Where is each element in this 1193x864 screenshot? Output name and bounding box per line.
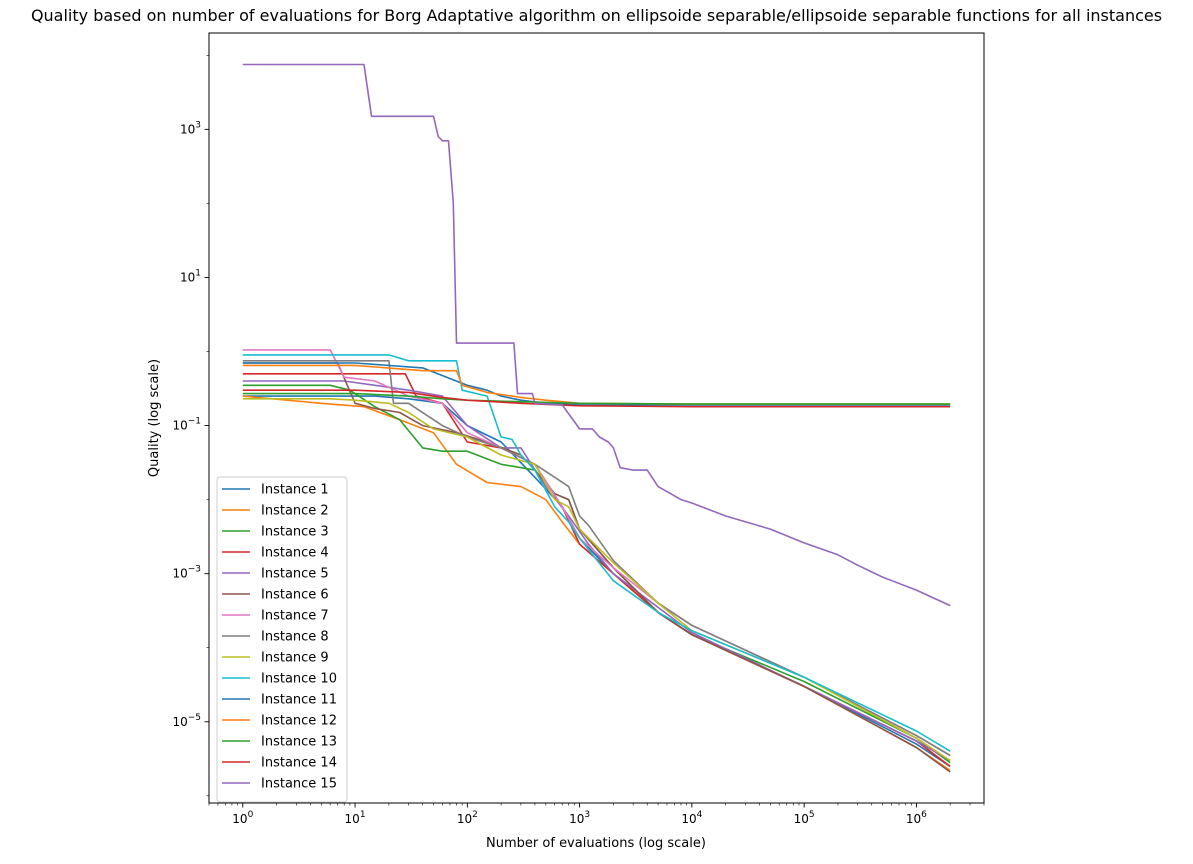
- legend-label-11: Instance 11: [261, 693, 337, 708]
- series-line-10: [242, 354, 951, 752]
- x-axis: 100 101 102 103 104 105 106: [208, 803, 985, 826]
- legend-label-13: Instance 13: [261, 735, 337, 750]
- y-tick-label: 10−5: [172, 713, 201, 729]
- legend-label-7: Instance 7: [261, 609, 329, 624]
- series-line-7: [242, 349, 951, 757]
- y-tick-label: 10−1: [172, 417, 201, 433]
- series-line-1: [242, 395, 951, 768]
- x-tick-label: 106: [906, 810, 927, 826]
- series-line-6: [242, 362, 951, 773]
- series-line-14: [242, 389, 951, 408]
- x-tick-label: 103: [569, 810, 590, 826]
- legend-label-10: Instance 10: [261, 672, 337, 687]
- series-line-11: [242, 362, 951, 406]
- y-tick-label: 103: [180, 120, 201, 136]
- legend-label-5: Instance 5: [261, 567, 329, 582]
- x-tick-label: 104: [681, 810, 702, 826]
- x-tick-label: 102: [457, 810, 478, 826]
- x-axis-label: Number of evaluations (log scale): [486, 836, 706, 851]
- y-tick-label: 10−3: [172, 565, 201, 581]
- legend-label-4: Instance 4: [261, 546, 329, 561]
- series-line-12: [242, 364, 951, 405]
- chart-title: Quality based on number of evaluations f…: [30, 6, 1163, 25]
- x-tick-label: 101: [345, 810, 366, 826]
- legend-label-14: Instance 14: [261, 756, 337, 771]
- legend: Instance 1 Instance 2 Instance 3 Instance 4…: [216, 476, 348, 803]
- legend-label-6: Instance 6: [261, 588, 329, 603]
- series-layer: [242, 63, 951, 773]
- legend-label-8: Instance 8: [261, 630, 329, 645]
- series-line-15: [242, 63, 951, 607]
- y-axis-label: Quality (log scale): [147, 359, 162, 477]
- y-tick-label: 101: [180, 268, 201, 284]
- legend-label-12: Instance 12: [261, 714, 337, 729]
- series-line-5: [242, 380, 951, 762]
- plot-area-frame: [208, 32, 985, 804]
- series-line-13: [242, 392, 951, 405]
- legend-label-1: Instance 1: [261, 483, 329, 498]
- legend-label-9: Instance 9: [261, 651, 329, 666]
- legend-label-2: Instance 2: [261, 504, 329, 519]
- series-line-2: [242, 395, 951, 772]
- x-tick-label: 105: [794, 810, 815, 826]
- x-tick-label: 100: [232, 810, 253, 826]
- y-axis: 10−5 10−3 10−1 101 103: [172, 54, 209, 797]
- legend-label-15: Instance 15: [261, 777, 337, 792]
- legend-label-3: Instance 3: [261, 525, 329, 540]
